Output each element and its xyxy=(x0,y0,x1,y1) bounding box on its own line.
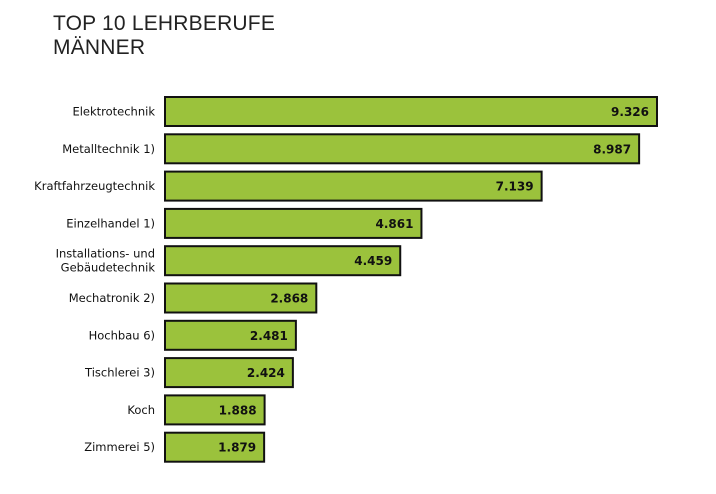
category-label: Koch xyxy=(127,403,155,417)
category-label: Tischlerei 3) xyxy=(84,366,155,380)
category-label: Mechatronik 2) xyxy=(69,291,155,305)
bar xyxy=(164,96,658,127)
value-label: 4.459 xyxy=(354,254,392,268)
title-line-2: MÄNNER xyxy=(53,36,146,59)
bar xyxy=(164,357,294,389)
bar xyxy=(164,431,266,463)
value-label: 4.861 xyxy=(375,217,413,231)
category-label: Einzelhandel 1) xyxy=(66,216,155,230)
category-label: Gebäudetechnik xyxy=(61,261,156,275)
category-label: Zimmerei 5) xyxy=(84,440,155,454)
category-label: Installations- und xyxy=(56,247,155,261)
bar xyxy=(164,207,423,239)
value-label: 1.888 xyxy=(219,403,257,417)
bar xyxy=(164,282,318,314)
value-label: 2.481 xyxy=(250,329,288,343)
value-label: 1.879 xyxy=(218,441,256,455)
category-label: Metalltechnik 1) xyxy=(62,142,155,156)
bar xyxy=(164,319,297,351)
value-label: 8.987 xyxy=(593,142,631,156)
bar xyxy=(164,245,402,277)
category-label: Elektrotechnik xyxy=(72,105,155,119)
category-label: Kraftfahrzeugtechnik xyxy=(34,179,155,193)
bar xyxy=(164,170,543,202)
value-label: 2.424 xyxy=(247,366,285,380)
category-label: Hochbau 6) xyxy=(89,328,155,342)
chart-title: TOP 10 LEHRBERUFE MÄNNER xyxy=(53,12,275,60)
value-label: 9.326 xyxy=(611,105,649,119)
value-label: 2.868 xyxy=(270,292,308,306)
value-label: 7.139 xyxy=(496,180,534,194)
bar xyxy=(164,133,641,165)
title-line-1: TOP 10 LEHRBERUFE xyxy=(53,12,276,35)
bar xyxy=(164,394,266,426)
